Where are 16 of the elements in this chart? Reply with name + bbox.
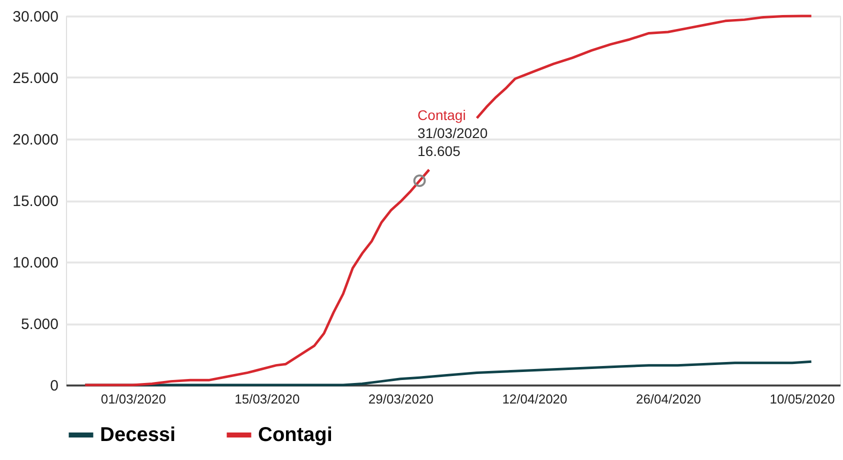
y-tick-label: 30.000: [12, 8, 58, 26]
x-tick-label: 26/04/2020: [636, 392, 702, 406]
y-tick-label: 15.000: [12, 193, 58, 210]
x-tick-label: 12/04/2020: [502, 392, 568, 406]
y-tick-label: 0: [50, 378, 58, 394]
x-tick-label: 15/03/2020: [234, 392, 300, 406]
legend-label: Decessi: [100, 424, 176, 446]
x-tick-label: 01/03/2020: [100, 392, 166, 406]
x-tick-label: 29/03/2020: [368, 392, 434, 406]
x-tick-label: 10/05/2020: [770, 392, 835, 406]
y-tick-label: 10.000: [12, 254, 58, 272]
y-tick-label: 5.000: [20, 316, 58, 333]
legend-label: Contagi: [258, 424, 332, 446]
annotation: Contagi 31/03/2020 16.605: [418, 106, 488, 159]
y-tick-label: 25.000: [12, 70, 58, 87]
y-tick-label: 20.000: [12, 132, 58, 148]
